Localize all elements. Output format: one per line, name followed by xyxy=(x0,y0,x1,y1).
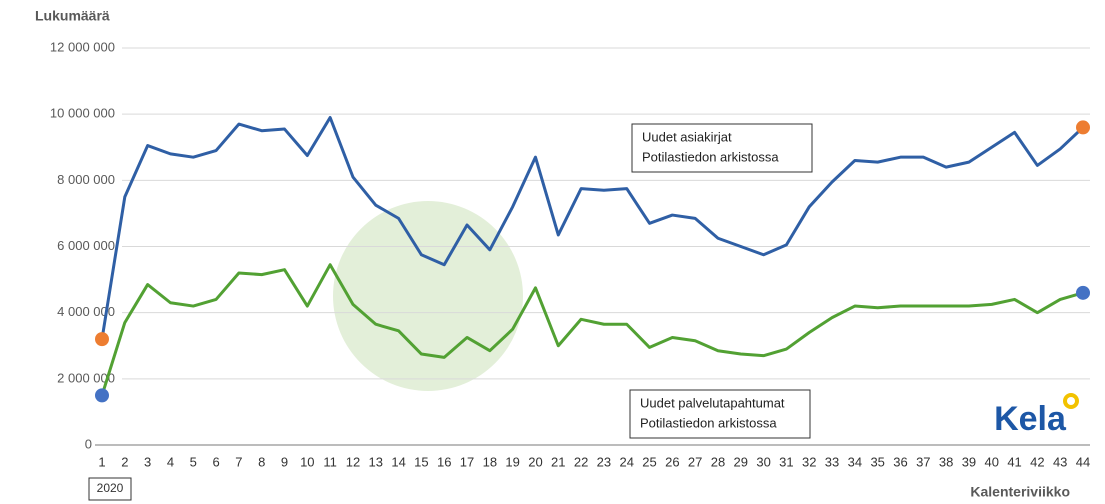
year-label: 2020 xyxy=(97,481,124,495)
logo-icon-inner xyxy=(1067,397,1075,405)
x-tick-label: 33 xyxy=(825,454,839,469)
end-marker xyxy=(95,332,109,347)
x-tick-label: 9 xyxy=(281,454,288,469)
x-axis-label: Kalenteriviikko xyxy=(970,484,1070,500)
x-tick-label: 23 xyxy=(597,454,611,469)
y-tick-label: 8 000 000 xyxy=(57,172,115,187)
y-tick-label: 0 xyxy=(85,436,92,451)
x-tick-label: 10 xyxy=(300,454,314,469)
x-tick-label: 40 xyxy=(985,454,999,469)
x-tick-label: 30 xyxy=(756,454,770,469)
annotation-text: Potilastiedon arkistossa xyxy=(642,149,779,164)
y-tick-label: 12 000 000 xyxy=(50,39,115,54)
highlight-circle xyxy=(333,201,523,391)
x-tick-label: 2 xyxy=(121,454,128,469)
y-tick-label: 4 000 000 xyxy=(57,304,115,319)
series-line xyxy=(100,263,1084,396)
annotation-box xyxy=(629,389,811,439)
x-tick-label: 7 xyxy=(235,454,242,469)
y-axis-label: Lukumäärä xyxy=(35,8,110,24)
x-tick-label: 34 xyxy=(848,454,862,469)
x-tick-label: 37 xyxy=(916,454,930,469)
x-tick-label: 20 xyxy=(528,454,542,469)
x-tick-label: 18 xyxy=(483,454,497,469)
logo: Kela xyxy=(994,400,1067,438)
x-tick-label: 35 xyxy=(870,454,884,469)
x-tick-label: 4 xyxy=(167,454,174,469)
annotation-box xyxy=(631,123,813,173)
y-tick-label: 10 000 000 xyxy=(50,106,115,121)
x-tick-label: 21 xyxy=(551,454,565,469)
x-tick-label: 8 xyxy=(258,454,265,469)
annotation-text: Potilastiedon arkistossa xyxy=(640,415,777,430)
x-tick-label: 42 xyxy=(1030,454,1044,469)
x-tick-label: 36 xyxy=(893,454,907,469)
x-tick-label: 11 xyxy=(323,454,337,469)
x-tick-label: 17 xyxy=(460,454,474,469)
x-tick-label: 25 xyxy=(642,454,656,469)
y-tick-label: 6 000 000 xyxy=(57,238,115,253)
x-tick-label: 38 xyxy=(939,454,953,469)
x-tick-label: 43 xyxy=(1053,454,1067,469)
year-box xyxy=(88,477,132,501)
x-tick-label: 31 xyxy=(779,454,793,469)
x-tick-label: 15 xyxy=(414,454,428,469)
x-tick-label: 41 xyxy=(1007,454,1021,469)
x-tick-label: 12 xyxy=(346,454,360,469)
x-tick-label: 24 xyxy=(619,454,633,469)
x-tick-label: 1 xyxy=(98,454,105,469)
x-tick-label: 22 xyxy=(574,454,588,469)
x-tick-label: 3 xyxy=(144,454,151,469)
annotation-text: Uudet asiakirjat xyxy=(642,129,732,144)
x-tick-label: 16 xyxy=(437,454,451,469)
x-tick-label: 28 xyxy=(711,454,725,469)
end-marker xyxy=(1076,285,1090,300)
series-line xyxy=(100,115,1085,340)
x-tick-label: 14 xyxy=(391,454,405,469)
x-tick-label: 29 xyxy=(734,454,748,469)
x-tick-label: 13 xyxy=(369,454,383,469)
x-tick-label: 27 xyxy=(688,454,702,469)
plot: 0 2 000 000 4 000 000 6 000 000 8 000 000 10 … xyxy=(50,39,1090,469)
x-tick-label: 19 xyxy=(505,454,519,469)
x-tick-label: 44 xyxy=(1076,454,1090,469)
x-tick-label: 39 xyxy=(962,454,976,469)
x-tick-label: 6 xyxy=(212,454,219,469)
end-marker xyxy=(95,388,109,403)
x-tick-label: 5 xyxy=(190,454,197,469)
x-tick-label: 32 xyxy=(802,454,816,469)
x-tick-label: 26 xyxy=(665,454,679,469)
annotation-text: Uudet palvelutapahtumat xyxy=(640,395,785,410)
y-tick-label: 2 000 000 xyxy=(57,370,115,385)
end-marker xyxy=(1076,120,1090,135)
